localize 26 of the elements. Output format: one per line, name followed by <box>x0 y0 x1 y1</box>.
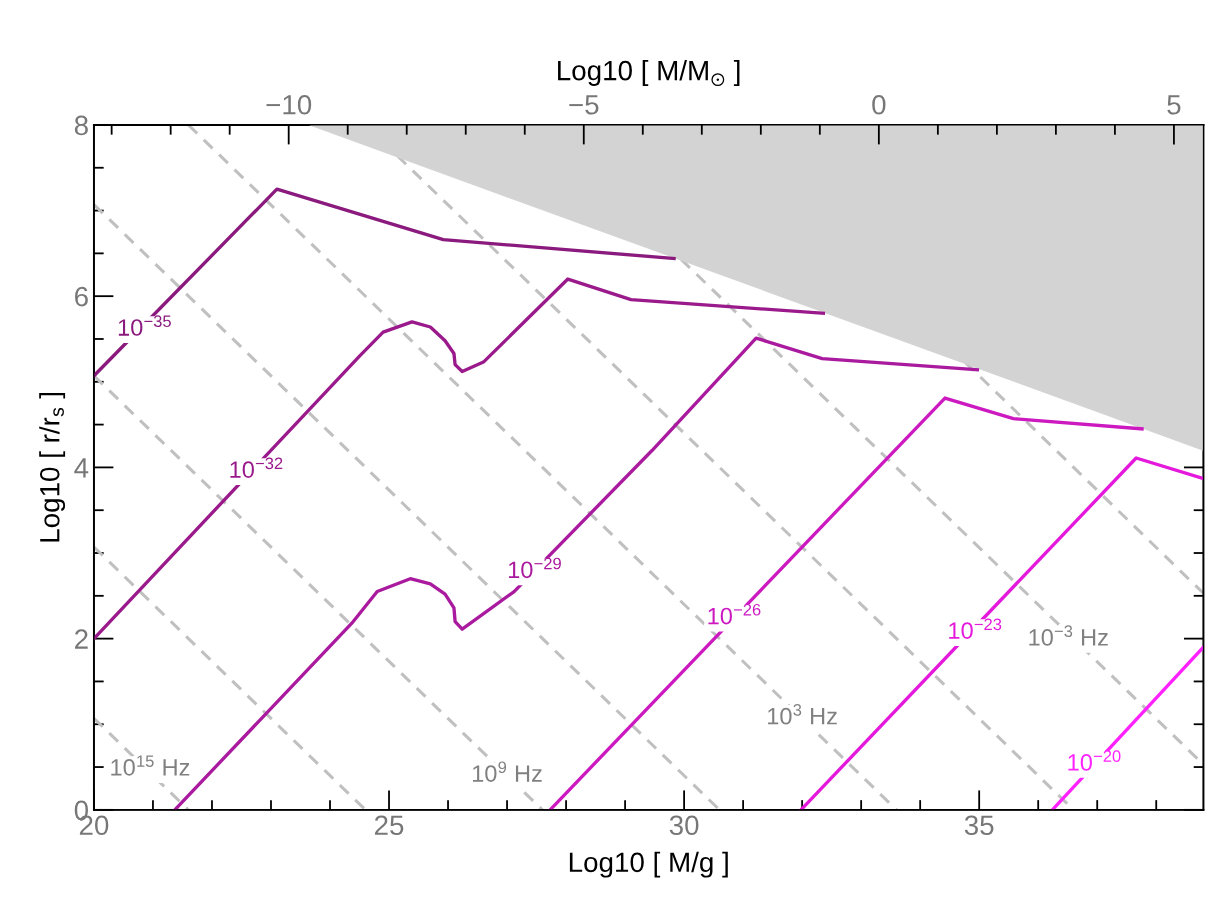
y-tick-label: 8 <box>74 115 88 136</box>
annotation: 10$^{−23}$ <box>949 618 1002 639</box>
annotation: 10$^{−3}$ Hz <box>1029 625 1108 646</box>
annotation: 10$^{9}$ Hz <box>472 761 542 782</box>
annotation: 10$^{−29}$ <box>508 557 561 579</box>
x2-axis-title: Log10 [ M/M$_{⊙}$ ] <box>558 60 740 87</box>
x2-tick-label: 5 <box>1167 95 1181 115</box>
y-tick-label: 4 <box>74 458 89 478</box>
x-tick-label: 30 <box>669 815 699 836</box>
x-tick-label: 25 <box>374 815 404 836</box>
y-tick-label: 6 <box>75 286 88 307</box>
annotation: 10$^{−35}$ <box>118 315 171 336</box>
y-axis-title: Log10 [ r/r$_{s}$ ] <box>39 393 66 542</box>
x2-tick-label: −5 <box>569 95 599 115</box>
line-series <box>93 187 676 378</box>
y-tick-label: 2 <box>75 629 88 649</box>
x2-tick-label: 0 <box>872 94 886 115</box>
annotation: 10$^{15}$ Hz <box>111 755 190 776</box>
annotation: 10$^{−32}$ <box>230 457 283 478</box>
line-series <box>93 277 826 641</box>
annotation: 10$^{−26}$ <box>708 603 761 625</box>
annotation: 10$^{−20}$ <box>1068 750 1121 771</box>
annotation: 10$^{3}$ Hz <box>768 704 837 725</box>
x-tick-label: 35 <box>964 815 994 836</box>
x-axis-title: Log10 [ M/g ] <box>569 851 728 878</box>
x2-tick-label: −10 <box>266 94 312 115</box>
